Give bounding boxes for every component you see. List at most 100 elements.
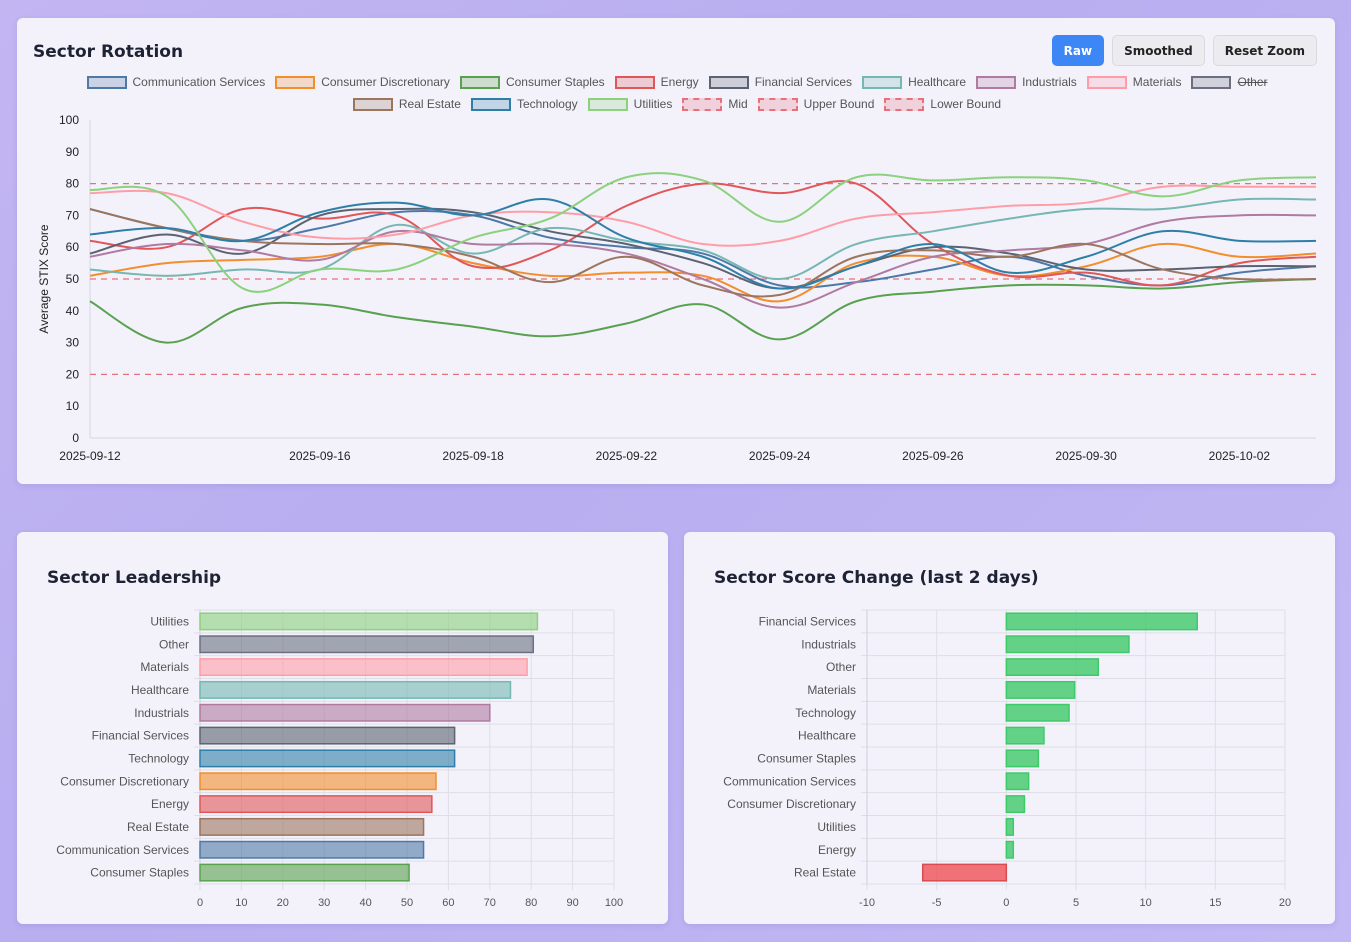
bar-utilities bbox=[1005, 817, 1015, 836]
x-tick-label: 70 bbox=[484, 897, 496, 909]
legend-item-energy[interactable]: Energy bbox=[614, 74, 699, 90]
legend-swatch bbox=[757, 97, 798, 111]
legend-label: Consumer Staples bbox=[505, 75, 605, 89]
legend-item-mid[interactable]: Mid bbox=[682, 96, 748, 112]
y-tick-label: 100 bbox=[59, 113, 79, 127]
x-tick-label: 20 bbox=[277, 897, 289, 909]
x-tick-label: 2025-09-26 bbox=[902, 449, 964, 463]
legend-item-communication-services[interactable]: Communication Services bbox=[86, 74, 265, 90]
series-line-communication-services bbox=[89, 208, 1317, 289]
legend-item-real-estate[interactable]: Real Estate bbox=[352, 96, 461, 112]
y-axis: 0 10 20 30 40 50 60 70 80 90 100 bbox=[59, 113, 1316, 445]
x-tick-label: 0 bbox=[197, 897, 203, 909]
raw-button[interactable]: Raw bbox=[1051, 35, 1105, 66]
legend-item-industrials[interactable]: Industrials bbox=[976, 74, 1077, 90]
bar-consumer-staples bbox=[199, 863, 410, 882]
category-label: Materials bbox=[140, 660, 189, 674]
category-label: Energy bbox=[151, 797, 189, 811]
bar-other bbox=[199, 635, 535, 654]
bar-consumer-discretionary bbox=[199, 772, 437, 791]
legend-item-other[interactable]: Other bbox=[1191, 74, 1268, 90]
x-tick-label: 40 bbox=[359, 897, 371, 909]
sector-rotation-card: Sector Rotation Raw Smoothed Reset Zoom … bbox=[17, 18, 1335, 484]
x-tick-label: 2025-09-30 bbox=[1055, 449, 1117, 463]
bar-consumer-staples bbox=[1005, 749, 1040, 768]
legend-swatch bbox=[682, 97, 723, 111]
sector-change-chart[interactable]: -10 -5 0 5 10 15 20 Financial Services Industria… bbox=[684, 532, 1335, 924]
y-tick-label: 20 bbox=[66, 367, 80, 381]
legend-label: Upper Bound bbox=[803, 97, 875, 111]
category-label: Consumer Discretionary bbox=[60, 774, 189, 788]
series-line-consumer-staples bbox=[89, 278, 1317, 344]
legend-label: Consumer Discretionary bbox=[321, 75, 450, 89]
reset-zoom-button[interactable]: Reset Zoom bbox=[1212, 35, 1317, 66]
bar-utilities bbox=[199, 612, 539, 631]
legend-swatch bbox=[86, 75, 127, 89]
bar-communication-services bbox=[199, 840, 425, 859]
sector-leadership-title: Sector Leadership bbox=[47, 568, 222, 588]
x-tick-label: 0 bbox=[1003, 897, 1009, 909]
sector-rotation-title: Sector Rotation bbox=[33, 42, 184, 62]
y-tick-label: 60 bbox=[66, 240, 80, 254]
legend-item-healthcare[interactable]: Healthcare bbox=[862, 74, 966, 90]
legend-item-financial-services[interactable]: Financial Services bbox=[708, 74, 852, 90]
category-label: Communication Services bbox=[56, 843, 189, 857]
x-tick-label: 15 bbox=[1209, 897, 1221, 909]
sector-leadership-chart[interactable]: 0 10 20 30 40 50 60 70 80 90 100 Utilities Other Mate… bbox=[17, 532, 668, 924]
legend-swatch bbox=[614, 75, 655, 89]
chart-mode-buttons: Raw Smoothed Reset Zoom bbox=[1051, 35, 1317, 66]
bar-real-estate bbox=[921, 863, 1008, 882]
x-tick-label: -10 bbox=[859, 897, 875, 909]
bar-energy bbox=[199, 795, 433, 814]
grid: -10 -5 0 5 10 15 20 bbox=[859, 609, 1291, 909]
x-tick-label: 2025-09-18 bbox=[442, 449, 504, 463]
category-label: Energy bbox=[818, 843, 856, 857]
bar-healthcare bbox=[1005, 726, 1045, 745]
rotation-legend: Communication Services Consumer Discretio… bbox=[57, 74, 1297, 112]
y-tick-label: 70 bbox=[66, 208, 80, 222]
legend-item-upper-bound[interactable]: Upper Bound bbox=[757, 96, 875, 112]
bar-other bbox=[1005, 658, 1100, 677]
x-tick-label: 10 bbox=[235, 897, 247, 909]
y-tick-label: 40 bbox=[66, 304, 80, 318]
category-label: Utilities bbox=[150, 614, 189, 628]
x-tick-label: 100 bbox=[605, 897, 623, 909]
sector-leadership-card: Sector Leadership 0 10 20 30 40 50 60 70 80 90 100… bbox=[17, 532, 668, 924]
sector-change-title: Sector Score Change (last 2 days) bbox=[714, 568, 1039, 588]
category-label: Communication Services bbox=[723, 774, 856, 788]
x-tick-label: 20 bbox=[1279, 897, 1291, 909]
legend-item-materials[interactable]: Materials bbox=[1086, 74, 1181, 90]
smoothed-button[interactable]: Smoothed bbox=[1112, 35, 1205, 66]
category-label: Other bbox=[159, 637, 189, 651]
legend-item-lower-bound[interactable]: Lower Bound bbox=[884, 96, 1001, 112]
x-tick-label: 2025-09-16 bbox=[289, 449, 351, 463]
y-tick-label: 0 bbox=[72, 431, 79, 445]
y-tick-label: 10 bbox=[66, 399, 80, 413]
legend-item-consumer-staples[interactable]: Consumer Staples bbox=[459, 74, 605, 90]
legend-item-utilities[interactable]: Utilities bbox=[587, 96, 673, 112]
x-tick-label: 80 bbox=[525, 897, 537, 909]
category-label: Healthcare bbox=[131, 683, 189, 697]
series-line-healthcare bbox=[89, 197, 1317, 281]
category-label: Other bbox=[826, 660, 856, 674]
series-line-materials bbox=[89, 184, 1316, 247]
y-axis-title: Average STIX Score bbox=[37, 224, 51, 333]
legend-swatch bbox=[708, 75, 749, 89]
category-label: Utilities bbox=[817, 820, 856, 834]
legend-label: Industrials bbox=[1022, 75, 1077, 89]
legend-label: Technology bbox=[516, 97, 578, 111]
y-tick-label: 90 bbox=[66, 145, 80, 159]
legend-swatch bbox=[1191, 75, 1232, 89]
bar-real-estate bbox=[199, 817, 425, 836]
legend-label: Lower Bound bbox=[930, 97, 1002, 111]
legend-item-consumer-discretionary[interactable]: Consumer Discretionary bbox=[275, 74, 450, 90]
bar-healthcare bbox=[199, 680, 512, 699]
legend-swatch bbox=[352, 97, 393, 111]
legend-label: Utilities bbox=[633, 97, 673, 111]
bar-technology bbox=[1005, 703, 1070, 722]
sector-rotation-chart[interactable]: 0 10 20 30 40 50 60 70 80 90 100 Average STIX Score… bbox=[17, 18, 1335, 484]
category-label: Industrials bbox=[801, 637, 856, 651]
sector-change-card: Sector Score Change (last 2 days) -10 -5 0… bbox=[684, 532, 1335, 924]
x-tick-label: -5 bbox=[932, 897, 942, 909]
legend-item-technology[interactable]: Technology bbox=[470, 96, 578, 112]
